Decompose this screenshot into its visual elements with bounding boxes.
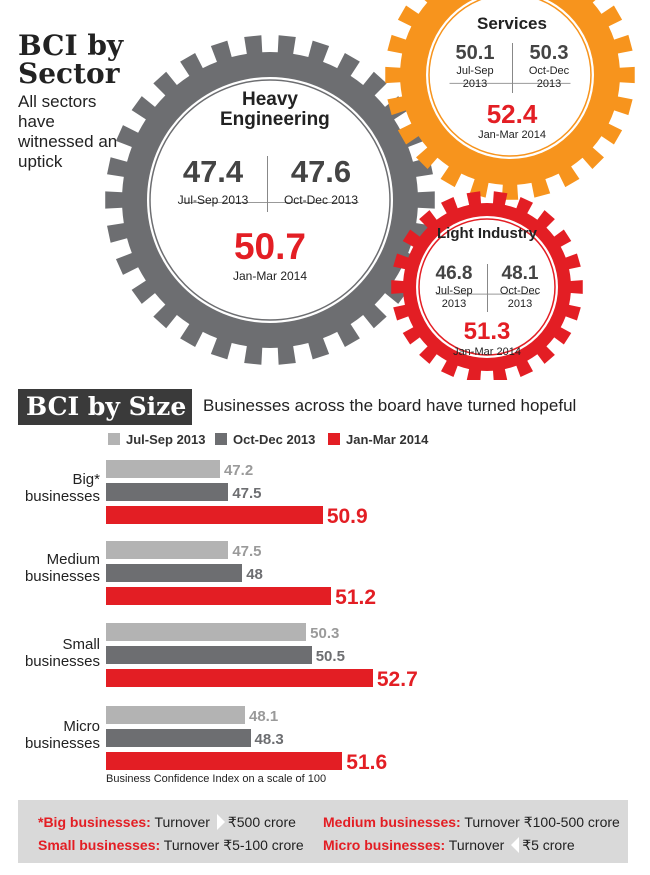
bar-2-1 bbox=[106, 541, 229, 559]
footnote-micro-value: ₹5 crore bbox=[522, 837, 575, 853]
size-title-banner bbox=[18, 389, 192, 425]
gear-label-q2: Oct-Dec 2013 bbox=[283, 193, 359, 207]
footnote-big-text: Turnover bbox=[150, 814, 214, 830]
bar-1-1 bbox=[106, 460, 220, 478]
bar-2-2 bbox=[106, 564, 243, 582]
legend-label: Jul-Sep 2013 bbox=[126, 432, 206, 447]
gear-name: Light Industry bbox=[437, 225, 537, 242]
value-label-1-2: 47.5 bbox=[232, 484, 262, 502]
footnote-micro-text: Turnover bbox=[445, 837, 509, 853]
footnote-big: *Big businesses: Turnover ₹500 crore bbox=[38, 813, 296, 831]
gear-name: Services bbox=[477, 14, 547, 33]
gear-label-q1: Jul-Sep 2013 bbox=[435, 285, 473, 310]
bar-2-3 bbox=[106, 587, 332, 605]
size-subtitle: Businesses across the board have turned … bbox=[203, 396, 577, 415]
gear-name: Heavy Engineering bbox=[220, 89, 330, 130]
gear-services: Services 50.1 Jul-Sep 2013 50.3 Oct-Dec … bbox=[432, 15, 592, 145]
gear-label-q3: Jan-Mar 2014 bbox=[232, 269, 308, 283]
sector-subtitle: All sectors have witnessed an uptick bbox=[18, 92, 118, 171]
footnote-medium-text: Turnover ₹100-500 crore bbox=[460, 814, 620, 830]
legend-label: Oct-Dec 2013 bbox=[233, 432, 316, 447]
legend-item-jan-mar-2014: Jan-Mar 2014 bbox=[328, 432, 428, 448]
gear-value-q3: 50.7 bbox=[233, 226, 306, 267]
greater-than-chevron-icon bbox=[216, 814, 225, 830]
value-label-1-3: 50.9 bbox=[326, 504, 368, 528]
bar-4-1 bbox=[106, 706, 245, 724]
bar-4-2 bbox=[106, 729, 251, 747]
gear-value-q2: 48.1 bbox=[501, 263, 539, 284]
legend-swatch bbox=[328, 433, 340, 445]
less-than-chevron-icon bbox=[511, 837, 520, 853]
value-label-2-1: 47.5 bbox=[232, 542, 262, 560]
footnote-small: Small businesses: Turnover ₹5-100 crore bbox=[38, 836, 304, 854]
gear-divider bbox=[487, 264, 488, 312]
value-label-4-1: 48.1 bbox=[249, 707, 279, 725]
gear-value-q2: 47.6 bbox=[290, 154, 352, 189]
gear-face-services bbox=[426, 0, 594, 159]
value-label-3-1: 50.3 bbox=[310, 624, 340, 642]
gear-label-q1: Jul-Sep 2013 bbox=[177, 193, 249, 207]
value-label-3-2: 50.5 bbox=[315, 647, 345, 665]
bar-1-3 bbox=[106, 506, 323, 524]
bar-3-3 bbox=[106, 669, 373, 687]
gear-value-q2: 50.3 bbox=[529, 42, 569, 64]
gear-label-q2: Oct-Dec 2013 bbox=[528, 65, 570, 90]
category-label-small: Small businesses bbox=[24, 636, 100, 670]
footnote-big-value: ₹500 crore bbox=[227, 814, 296, 830]
footnote-micro-label: Micro businesses: bbox=[323, 837, 446, 853]
size-title: BCI by Size bbox=[26, 392, 187, 421]
legend-item-oct-dec-2013: Oct-Dec 2013 bbox=[215, 432, 315, 448]
legend-swatch bbox=[215, 433, 227, 445]
gear-value-q1: 50.1 bbox=[455, 42, 495, 64]
gear-label-q2: Oct-Dec 2013 bbox=[499, 285, 541, 310]
category-label-medium: Medium businesses bbox=[24, 551, 100, 585]
gears-graphic bbox=[105, 0, 635, 380]
gear-label-q3: Jan-Mar 2014 bbox=[478, 129, 546, 141]
footnote-small-text: Turnover ₹5-100 crore bbox=[160, 837, 304, 853]
gear-face-heavy-engineering bbox=[147, 77, 393, 323]
gear-ring-services bbox=[428, 0, 592, 157]
footnote-medium-label: Medium businesses: bbox=[323, 814, 461, 830]
sector-title: BCI by Sector bbox=[18, 29, 124, 90]
value-label-2-3: 51.2 bbox=[335, 585, 377, 609]
footnote-micro: Micro businesses: Turnover ₹5 crore bbox=[323, 836, 575, 854]
gear-value-q1: 47.4 bbox=[182, 154, 244, 189]
category-label-big: Big* businesses bbox=[24, 471, 100, 505]
footnote-medium: Medium businesses: Turnover ₹100-500 cro… bbox=[323, 813, 620, 831]
category-label-micro: Micro businesses bbox=[24, 718, 100, 752]
bar-1-2 bbox=[106, 483, 229, 501]
gear-divider bbox=[512, 43, 513, 93]
value-label-1-1: 47.2 bbox=[223, 461, 254, 479]
value-label-3-3: 52.7 bbox=[376, 667, 418, 691]
bar-4-3 bbox=[106, 752, 343, 770]
legend-label: Jan-Mar 2014 bbox=[346, 432, 429, 447]
gear-value-q1: 46.8 bbox=[435, 263, 473, 284]
value-label-4-2: 48.3 bbox=[254, 730, 284, 748]
bar-3-2 bbox=[106, 646, 312, 664]
footnote-big-label: *Big businesses: bbox=[38, 814, 151, 830]
gear-ring-heavy-engineering bbox=[149, 79, 391, 321]
gear-heavy-engineering: Heavy Engineering 47.4 Jul-Sep 2013 47.6… bbox=[140, 90, 400, 310]
footnote-box: *Big businesses: Turnover ₹500 crore Med… bbox=[18, 800, 628, 863]
legend-item-jul-sep-2013: Jul-Sep 2013 bbox=[108, 432, 206, 448]
gear-label-q3: Jan-Mar 2014 bbox=[453, 346, 521, 358]
gear-light-industry: Light Industry 46.8 Jul-Sep 2013 48.1 Oc… bbox=[417, 222, 557, 362]
footnote-small-label: Small businesses: bbox=[38, 837, 161, 853]
gear-value-q3: 52.4 bbox=[486, 99, 538, 129]
gear-divider bbox=[267, 156, 268, 212]
scale-note: Business Confidence Index on a scale of … bbox=[106, 773, 327, 785]
gear-ring-light-industry bbox=[418, 218, 556, 356]
gear-value-q3: 51.3 bbox=[463, 318, 511, 345]
bar-3-1 bbox=[106, 623, 307, 641]
gear-label-q1: Jul-Sep 2013 bbox=[456, 65, 494, 90]
value-label-2-2: 48 bbox=[246, 565, 263, 583]
value-label-4-3: 51.6 bbox=[346, 750, 388, 774]
legend-swatch bbox=[108, 433, 120, 445]
